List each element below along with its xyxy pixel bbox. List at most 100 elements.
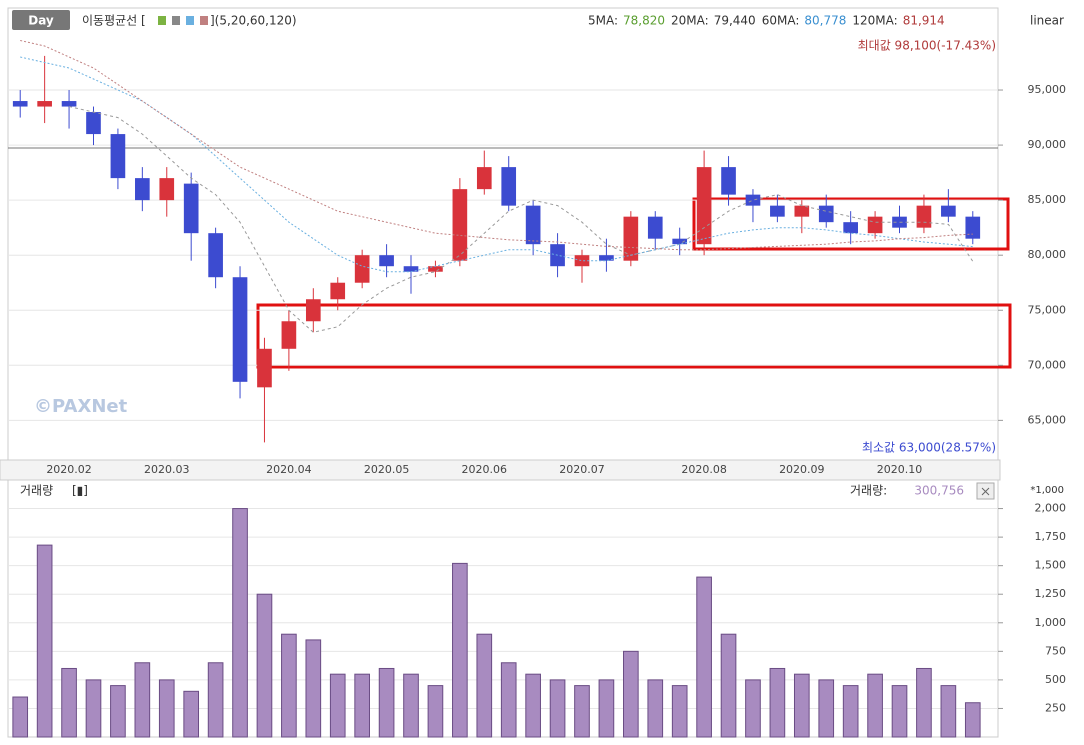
ma-box (186, 16, 194, 25)
volume-bar (818, 679, 835, 738)
volume-bar (281, 633, 297, 738)
period-badge[interactable] (12, 10, 70, 30)
y-tick-label: 750 (1045, 644, 1066, 657)
ma-legend-name: 60MA: (762, 14, 800, 28)
ma-box (200, 16, 208, 25)
ma-legend-value: 79,440 (714, 14, 756, 28)
x-tick-label: 2020.09 (779, 463, 825, 476)
volume-bar (403, 673, 419, 738)
candle-body (696, 167, 712, 245)
volume-legend-value: 300,756 (914, 484, 964, 498)
y-tick-label: 1,750 (1035, 530, 1067, 543)
candle-body (745, 194, 761, 206)
candle-body (867, 216, 883, 234)
volume-bar (769, 667, 786, 738)
candle-body (305, 299, 321, 322)
candle-body (183, 183, 199, 234)
candle-body (12, 101, 28, 107)
ma-box (158, 16, 166, 25)
candle-body (843, 222, 858, 234)
ma-legend-value: 80,778 (804, 14, 846, 28)
y-tick-label: 70,000 (1028, 358, 1067, 371)
x-tick-label: 2020.04 (266, 463, 312, 476)
x-tick-label: 2020.03 (144, 463, 190, 476)
candle-body (135, 178, 150, 201)
y-tick-label: 95,000 (1028, 83, 1067, 96)
x-tick-label: 2020.05 (364, 463, 410, 476)
volume-bar (36, 544, 53, 738)
y-tick-label: 1,250 (1035, 587, 1067, 600)
volume-bar (207, 662, 224, 738)
y-tick-label: 90,000 (1028, 138, 1067, 151)
candle-body (672, 238, 688, 245)
volume-bar (549, 679, 566, 738)
volume-bar (745, 679, 761, 738)
volume-bar (671, 685, 688, 738)
y-tick-label: 1,500 (1035, 559, 1067, 572)
ma-box (172, 16, 180, 25)
volume-bar (232, 508, 248, 738)
candle-body (818, 205, 834, 223)
candle-body (257, 348, 272, 388)
candle-body (232, 277, 248, 382)
x-tick-label: 2020.08 (681, 463, 727, 476)
ma-legend-name: 20MA: (671, 14, 709, 28)
candle-body (61, 101, 77, 107)
y-tick-label: 500 (1045, 673, 1066, 686)
x-tick-label: 2020.10 (877, 463, 923, 476)
volume-bar (598, 679, 615, 738)
candle-body (647, 216, 663, 239)
ma-legend-value: 78,820 (623, 14, 665, 28)
volume-bar (623, 650, 639, 738)
candle-body (159, 178, 175, 201)
ma-legend-name: 5MA: (588, 14, 618, 28)
candle-body (354, 255, 370, 283)
candle-body (501, 167, 517, 206)
y-tick-label: 75,000 (1028, 303, 1067, 316)
volume-bar (12, 696, 29, 738)
y-tick-label: 85,000 (1028, 193, 1067, 206)
x-tick-label: 2020.06 (462, 463, 508, 476)
ma-title: 이동평균선 [ (82, 14, 146, 28)
y-tick-label: 1,000 (1035, 616, 1067, 629)
volume-bar (647, 679, 664, 738)
candle-body (428, 266, 443, 272)
ma-legend-value: 81,914 (903, 14, 945, 28)
volume-bar (476, 633, 493, 738)
candle-body (37, 101, 52, 107)
volume-bar (85, 679, 102, 738)
min-label: 최소값 63,000(28.57%) (862, 441, 996, 455)
candle-body (330, 282, 346, 300)
volume-bar (500, 662, 517, 738)
volume-bar (256, 593, 273, 738)
volume-bar (574, 685, 590, 738)
candle-body (941, 205, 956, 217)
volume-bar (964, 702, 981, 738)
volume-bar (940, 685, 957, 738)
volume-bar (158, 679, 175, 738)
volume-legend-name: 거래량: (850, 484, 887, 498)
candle-body (379, 255, 394, 267)
candle-body (452, 189, 468, 261)
candle-body (86, 112, 101, 135)
period[interactable]: Day (28, 14, 54, 28)
x-tick-label: 2020.02 (46, 463, 92, 476)
candle-body (916, 205, 932, 228)
candle-body (721, 167, 736, 195)
watermark: ©PAXNet (34, 396, 128, 417)
y-tick-label: 250 (1045, 701, 1066, 714)
candle-body (965, 216, 981, 239)
highlight-box (692, 197, 1010, 251)
ma-legend-name: 120MA: (852, 14, 897, 28)
volume-bar (867, 673, 883, 738)
candle-body (623, 216, 639, 261)
close-icon[interactable] (981, 487, 990, 496)
volume-bar (696, 576, 712, 738)
volume-title: 거래량 (20, 484, 53, 498)
ma-params: ](5,20,60,120) (210, 14, 297, 28)
candle-body (574, 255, 590, 267)
scale-label[interactable]: linear (1030, 14, 1064, 28)
volume-bar (916, 667, 932, 738)
